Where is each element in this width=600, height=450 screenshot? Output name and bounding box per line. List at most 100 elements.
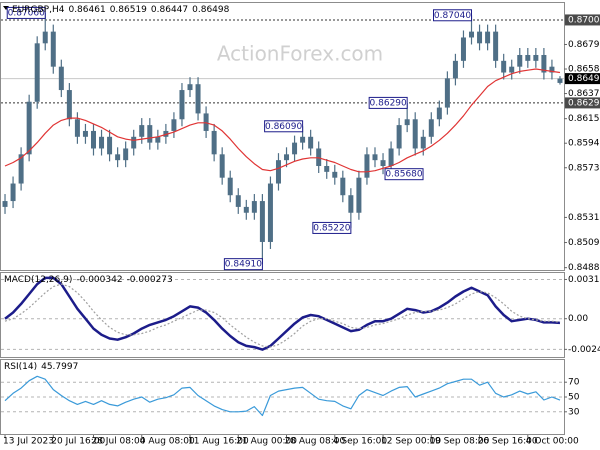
header-value: 0.86498 <box>192 5 229 15</box>
series-line <box>4 375 561 417</box>
candle-body <box>203 113 209 131</box>
annotation-label: 0.86090 <box>265 122 302 132</box>
y-tick-label: 0.85095 <box>568 238 600 248</box>
current-price-bg <box>565 73 600 85</box>
candle-body <box>501 60 507 73</box>
candle-body <box>227 177 233 196</box>
candle-body <box>469 31 475 38</box>
annotation-box <box>433 9 473 22</box>
candle-body <box>428 119 434 137</box>
x-tick-label: 4 Oct 00:00 <box>526 437 579 447</box>
candle-body <box>26 101 32 155</box>
candle-body <box>139 125 145 137</box>
candle-body <box>396 125 402 149</box>
candle-body <box>195 84 201 114</box>
panel-title: MACD(12,26,9) <box>4 275 72 285</box>
candle-body <box>477 31 483 44</box>
candle-body <box>58 66 64 91</box>
price-panel-frame <box>0 2 565 271</box>
candle-body <box>332 171 338 178</box>
candle-body <box>90 130 96 149</box>
y-tick-label: 70 <box>568 378 580 388</box>
candle-body <box>115 154 121 161</box>
annotation-box <box>223 258 263 271</box>
candle-body <box>235 195 241 207</box>
y-tick-label: 0.003177 <box>568 275 600 285</box>
annotation-label: 0.87060 <box>8 8 45 18</box>
candle-body <box>420 136 426 149</box>
candle-body <box>42 31 48 44</box>
candle-body <box>171 119 177 131</box>
candle-body <box>533 54 539 61</box>
candle-body <box>123 148 129 161</box>
panel-header: RSI(14) 45.7997 <box>4 362 78 372</box>
y-tick-label: 0.84880 <box>568 263 600 273</box>
candle-body <box>179 90 185 120</box>
x-tick-label: 4 Aug 08:00 <box>140 437 195 447</box>
macd-panel-frame <box>0 272 565 358</box>
candle-body <box>525 54 531 61</box>
candle-body <box>82 130 88 137</box>
candle-body <box>444 78 450 108</box>
x-tick-label: 13 Jul 2023 <box>3 437 54 447</box>
candle-body <box>131 136 137 149</box>
candle-body <box>388 148 394 167</box>
candle-body <box>300 136 306 143</box>
candle-body <box>364 154 370 178</box>
x-tick-label: 28 Jul 08:00 <box>91 437 145 447</box>
candle-body <box>340 177 346 196</box>
candle-body <box>292 142 298 155</box>
header-value: -0.000273 <box>127 275 173 285</box>
candle-body <box>219 154 225 178</box>
x-tick-label: 19 Sep 08:00 <box>429 437 489 447</box>
annotation-box <box>312 221 352 234</box>
candle-body <box>18 154 24 184</box>
header-value: 0.86461 <box>68 5 105 15</box>
candle-body <box>107 136 113 155</box>
candle-body <box>509 66 515 73</box>
candle-body <box>412 119 418 149</box>
annotation-label: 0.86290 <box>370 98 407 108</box>
annotation-box <box>264 120 304 133</box>
y-tick-label: 0.85945 <box>568 139 600 149</box>
panel-header: EURGBP,H4 0.86461 0.86519 0.86447 0.86498 <box>12 5 230 15</box>
candle-body <box>2 201 8 207</box>
candle-body <box>372 154 378 161</box>
candle-body <box>211 130 217 155</box>
series-line <box>4 283 561 348</box>
candle-body <box>436 107 442 120</box>
y-tick-label: 30 <box>568 407 580 417</box>
candle-body <box>267 183 273 242</box>
panel-title: EURGBP,H4 <box>12 5 65 15</box>
candle-body <box>557 78 563 83</box>
candle-body <box>243 206 249 213</box>
x-tick-label: 21 Aug 00:00 <box>236 437 297 447</box>
candle-body <box>485 31 491 44</box>
candle-body <box>163 130 169 137</box>
candle-body <box>259 201 265 242</box>
candle-body <box>493 31 499 61</box>
y-tick-label: 0.00 <box>568 314 588 324</box>
level-label: 0.86290 <box>568 98 600 108</box>
header-value: 0.86447 <box>151 5 188 15</box>
candle-body <box>541 54 547 73</box>
y-tick-label: 50 <box>568 393 580 403</box>
candle-body <box>187 84 193 91</box>
candle-body <box>10 183 16 202</box>
header-value: 45.7997 <box>41 362 78 372</box>
candle-body <box>308 136 314 149</box>
panel-title: RSI(14) <box>4 362 37 372</box>
x-tick-label: 26 Sep 16:00 <box>478 437 538 447</box>
annotation-box <box>6 6 46 19</box>
candle-body <box>251 201 257 213</box>
candle-body <box>517 54 523 67</box>
candle-body <box>460 37 466 61</box>
candle-body <box>348 195 354 213</box>
x-tick-label: 11 Aug 16:00 <box>188 437 249 447</box>
x-tick-label: 20 Jul 16:00 <box>51 437 105 447</box>
annotation-label: 0.87040 <box>434 11 471 21</box>
